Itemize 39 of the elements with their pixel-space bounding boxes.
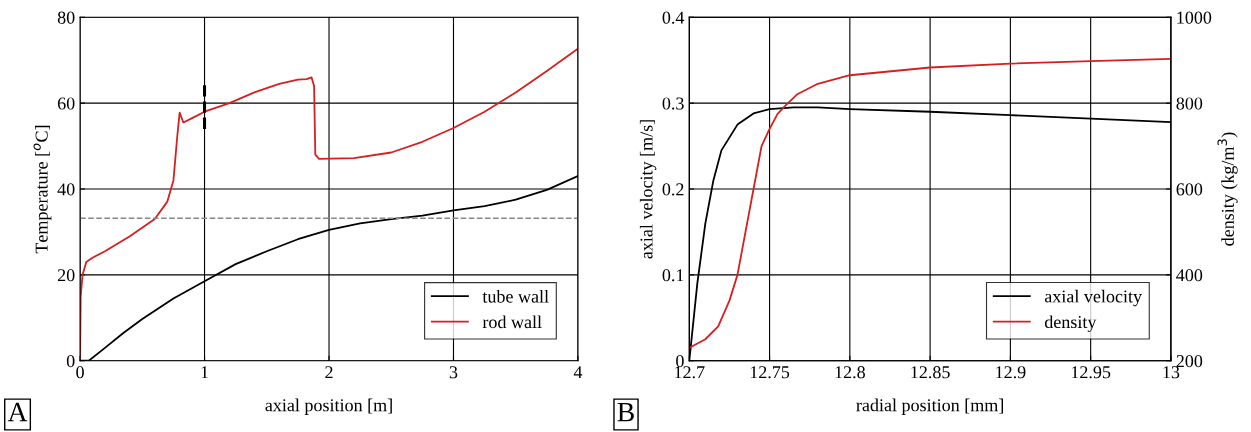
legend-label: rod wall (482, 315, 542, 329)
x-tick-label: 12.75 (750, 366, 790, 379)
x-tick-label: 1 (201, 366, 208, 379)
x-tick-label: 12.95 (1071, 366, 1111, 379)
x-tick-label: 13 (1163, 366, 1180, 379)
y-tick-label: 20 (57, 269, 75, 282)
y-tick-label: 0 (66, 354, 75, 368)
legend-label: axial velocity (1044, 289, 1142, 307)
x-tick-label: 12.7 (675, 366, 705, 379)
x-tick-label: 3 (449, 366, 458, 379)
legend-label: tube wall (482, 289, 549, 303)
y-tick-label: 0.3 (662, 97, 684, 110)
x-axis-title: axial position [m] (265, 398, 392, 415)
y-tick-label: 0.2 (662, 183, 684, 196)
y-tick-label: 0.4 (662, 11, 685, 24)
y-axis-title: axial velocity [m/s] (639, 120, 657, 259)
x-tick-label: 2 (325, 366, 333, 379)
text: B (617, 403, 634, 422)
y2-axis-title: density (kg/m$^{3}$) (1217, 132, 1238, 246)
x-tick-label: 0 (76, 366, 84, 379)
x-tick-label: 12.85 (911, 366, 950, 379)
y2-tick-label: 800 (1176, 97, 1203, 110)
y-tick-label: 80 (57, 11, 75, 24)
y-tick-label: 0.1 (662, 269, 684, 282)
y-tick-label: 60 (57, 97, 75, 110)
line-series (689, 58, 1171, 349)
y2-tick-label: 600 (1176, 183, 1203, 196)
y-tick-label: 40 (57, 183, 75, 196)
y2-tick-label: 1000 (1177, 11, 1212, 24)
x-tick-label: 4 (573, 366, 583, 379)
x-tick-label: 12.8 (835, 366, 865, 379)
x-tick-label: 12.9 (996, 366, 1026, 379)
y-tick-label: 0 (676, 354, 684, 368)
text: A (7, 402, 28, 422)
y-axis-title: Temperature [$^{o}$C] (33, 125, 52, 254)
y2-tick-label: 400 (1176, 269, 1203, 282)
x-axis-title: radial position [mm] (856, 398, 1003, 415)
y2-tick-label: 200 (1176, 354, 1203, 368)
legend-label: density (1044, 315, 1097, 332)
